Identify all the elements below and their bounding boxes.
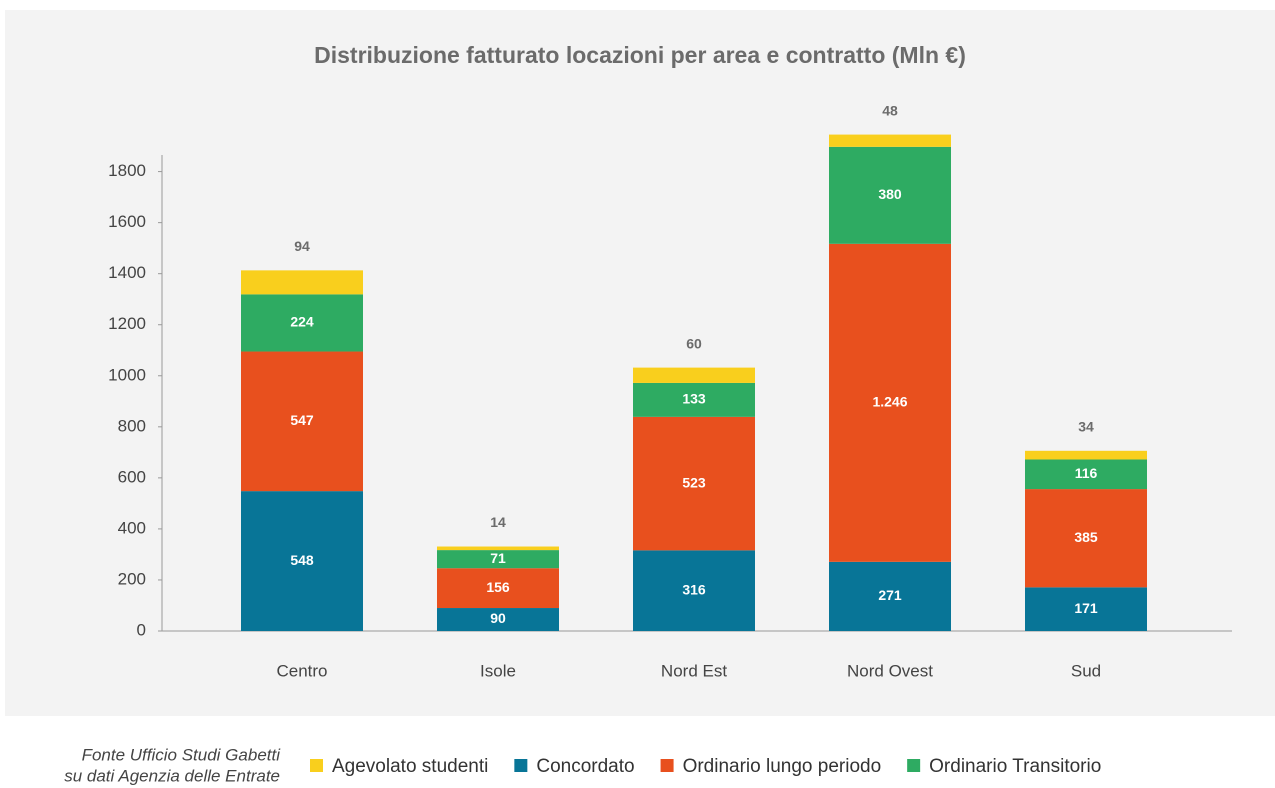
y-tick-label: 800 bbox=[118, 416, 146, 435]
y-tick-label: 200 bbox=[118, 569, 146, 588]
bar-segment bbox=[241, 270, 363, 295]
source-note: su dati Agenzia delle Entrate bbox=[64, 766, 280, 785]
data-label: 271 bbox=[878, 587, 902, 603]
bar-segment bbox=[241, 351, 363, 492]
x-tick-label: Centro bbox=[276, 661, 327, 680]
bar-segment bbox=[241, 294, 363, 352]
data-label: 116 bbox=[1075, 465, 1098, 481]
bar-segment bbox=[241, 491, 363, 631]
bar-segment bbox=[1025, 459, 1147, 490]
chart-title: Distribuzione fatturato locazioni per ar… bbox=[314, 42, 966, 68]
legend-swatch bbox=[514, 759, 528, 772]
bar-segment bbox=[633, 550, 755, 631]
legend-label: Ordinario Transitorio bbox=[929, 756, 1101, 777]
bar-segment bbox=[437, 568, 559, 609]
data-label: 547 bbox=[290, 412, 314, 428]
data-label: 1.246 bbox=[872, 394, 907, 410]
bar-segment bbox=[633, 367, 755, 383]
legend-label: Ordinario lungo periodo bbox=[683, 756, 882, 777]
data-label: 34 bbox=[1078, 419, 1094, 435]
y-tick-label: 400 bbox=[118, 518, 146, 537]
bar-segment bbox=[437, 608, 559, 631]
legend-label: Agevolato studenti bbox=[332, 756, 488, 777]
x-tick-label: Nord Est bbox=[661, 661, 727, 680]
data-label: 133 bbox=[682, 391, 706, 407]
x-tick-label: Isole bbox=[480, 661, 516, 680]
bar-segment bbox=[633, 382, 755, 417]
bar-segment bbox=[437, 546, 559, 551]
y-tick-label: 1400 bbox=[108, 263, 146, 282]
data-label: 48 bbox=[882, 102, 898, 118]
legend-swatch bbox=[310, 759, 323, 772]
bar-segment bbox=[1025, 587, 1147, 631]
bar-segment bbox=[829, 243, 951, 562]
data-label: 548 bbox=[290, 552, 314, 568]
legend-swatch bbox=[907, 759, 921, 772]
data-label: 316 bbox=[682, 581, 706, 597]
y-tick-label: 0 bbox=[137, 620, 146, 639]
data-label: 14 bbox=[490, 514, 506, 530]
x-tick-label: Sud bbox=[1071, 661, 1101, 680]
bar-segment bbox=[829, 134, 951, 147]
y-tick-label: 1000 bbox=[108, 365, 146, 384]
data-label: 380 bbox=[878, 186, 902, 202]
data-label: 171 bbox=[1074, 600, 1098, 616]
data-label: 385 bbox=[1074, 529, 1098, 545]
bar-segment bbox=[437, 550, 559, 569]
data-label: 90 bbox=[490, 610, 506, 626]
y-tick-label: 600 bbox=[118, 467, 146, 486]
legend-label: Concordato bbox=[536, 756, 634, 777]
data-label: 71 bbox=[490, 550, 506, 566]
y-tick-label: 1600 bbox=[108, 212, 146, 231]
y-tick-label: 1800 bbox=[108, 161, 146, 180]
bar-segment bbox=[633, 416, 755, 551]
x-tick-label: Nord Ovest bbox=[847, 661, 933, 680]
bar-segment bbox=[1025, 489, 1147, 588]
bar-segment bbox=[1025, 450, 1147, 460]
bar-segment bbox=[829, 146, 951, 244]
legend-background bbox=[290, 735, 1272, 785]
source-note: Fonte Ufficio Studi Gabetti bbox=[82, 745, 282, 764]
data-label: 94 bbox=[294, 238, 310, 254]
data-label: 60 bbox=[686, 335, 702, 351]
data-label: 224 bbox=[290, 314, 314, 330]
data-label: 156 bbox=[486, 579, 510, 595]
data-label: 523 bbox=[682, 474, 706, 490]
bar-segment bbox=[829, 561, 951, 631]
y-tick-label: 1200 bbox=[108, 314, 146, 333]
legend-swatch bbox=[660, 759, 674, 772]
